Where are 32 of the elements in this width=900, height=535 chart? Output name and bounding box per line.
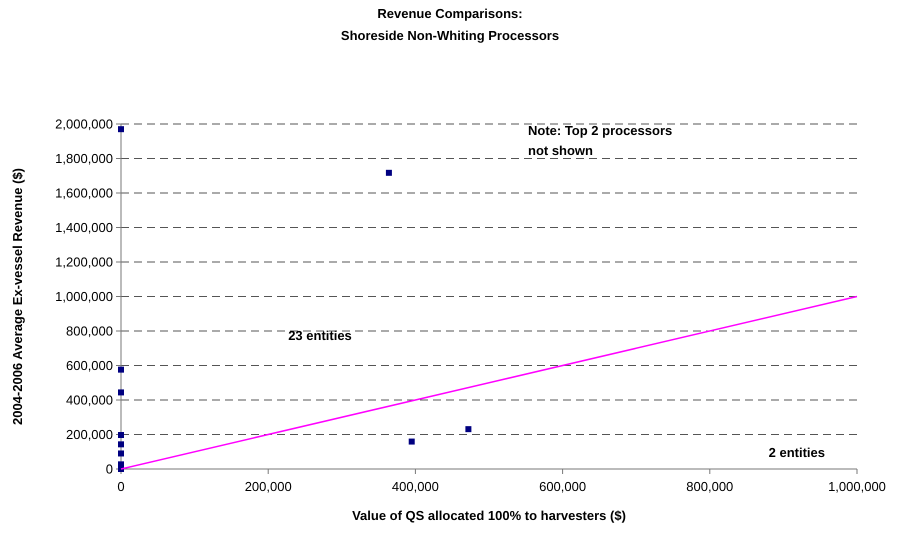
x-tick-label: 1,000,000 — [828, 479, 886, 494]
y-tick-label: 400,000 — [66, 392, 113, 408]
x-tick-label: 600,000 — [539, 479, 586, 494]
y-tick-label: 1,600,000 — [55, 186, 113, 201]
x-tick-label: 0 — [117, 479, 125, 494]
point — [386, 170, 392, 176]
point — [118, 450, 124, 456]
y-tick-label: 2,000,000 — [55, 116, 113, 132]
x-tick-label: 800,000 — [686, 479, 734, 494]
y-tick-label: 600,000 — [66, 358, 113, 374]
annotation: Note: Top 2 processors not shown — [528, 123, 672, 158]
y-axis-title: 2004-2006 Average Ex-vessel Revenue ($) — [10, 168, 25, 426]
y-tick-label: 1,200,000 — [55, 254, 113, 270]
y-tick-label: 200,000 — [66, 427, 113, 442]
y-tick-label: 1,000,000 — [55, 289, 113, 304]
x-axis-title: Value of QS allocated 100% to harvesters ($) — [352, 508, 626, 523]
point — [408, 438, 415, 445]
annotation: 23 entities — [288, 328, 352, 343]
point — [118, 389, 124, 396]
y-tick-label: 0 — [106, 462, 113, 477]
point — [118, 366, 124, 373]
point — [118, 432, 124, 438]
y-tick-label: 800,000 — [66, 324, 113, 339]
x-tick-label: 200,000 — [244, 479, 292, 494]
y-tick-label: 1,400,000 — [55, 220, 113, 236]
point — [118, 126, 124, 132]
point — [465, 426, 472, 432]
x-tick-label: 400,000 — [392, 479, 439, 494]
y-tick-label: 1,800,000 — [55, 151, 113, 166]
point — [118, 441, 124, 448]
annotation: 2 entities — [768, 445, 825, 460]
chart-title: Revenue Comparisons: Shoreside Non-Whiting Processors — [340, 6, 560, 43]
